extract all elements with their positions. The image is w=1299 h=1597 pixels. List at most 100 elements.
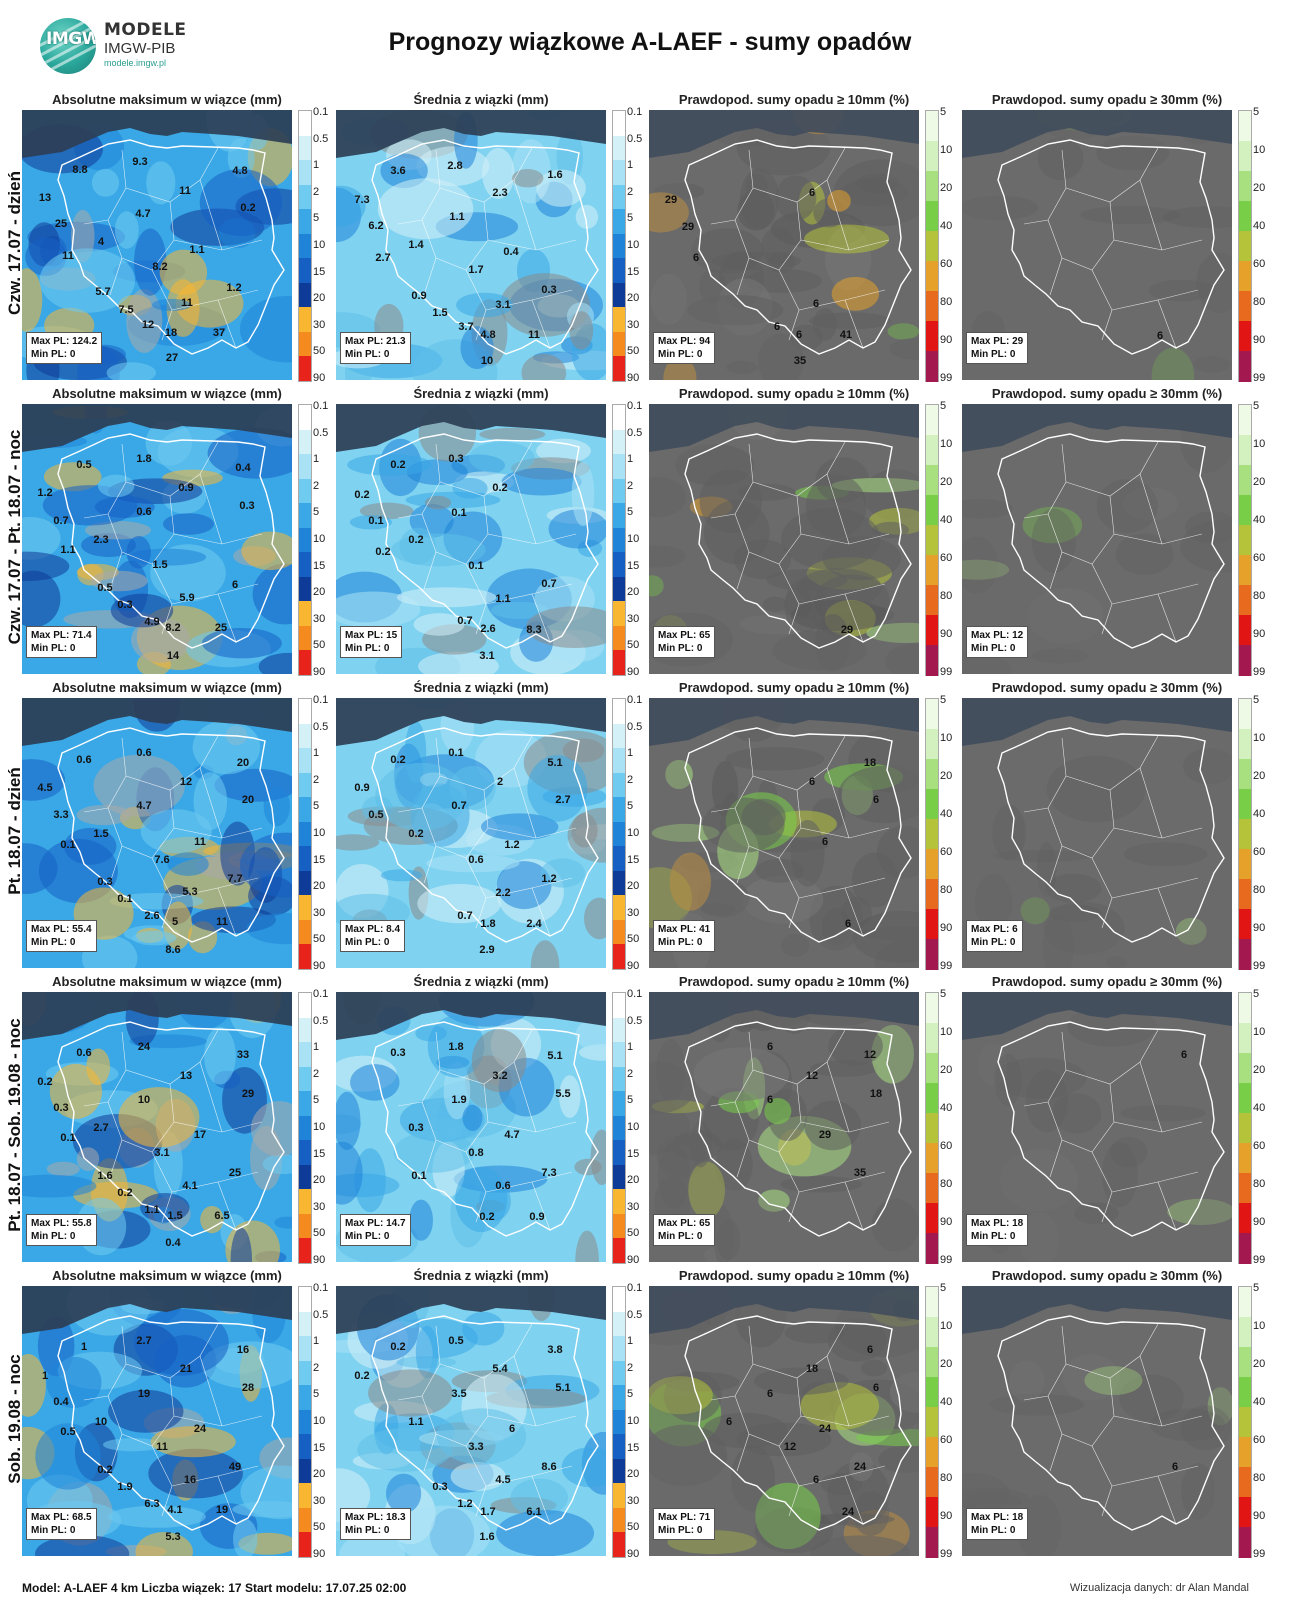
colorbar-tick-label: 90 bbox=[940, 334, 953, 346]
colorbar-tick-label: 5 bbox=[627, 506, 634, 519]
colorbar-ticks: 5 10 20 40 60 80 90 99 bbox=[940, 988, 970, 1266]
colorbar-tick-label: 60 bbox=[1253, 552, 1266, 564]
precipitation-map[interactable]: 29 Max PL: 65 Min PL: 0 bbox=[649, 404, 919, 674]
colorbar-segment bbox=[613, 429, 625, 455]
colorbar-segment bbox=[1239, 201, 1251, 232]
colorbar-tick-label: 15 bbox=[313, 853, 326, 866]
precipitation-map[interactable]: 24 0.6 33 13 0.2 29 10 0.3 2.7 17 0.1 3.1 25 1.6 4.1 0.… bbox=[22, 992, 292, 1262]
map-value-label: 2.6 bbox=[480, 623, 496, 635]
map-value-label: 1.8 bbox=[480, 918, 496, 930]
precipitation-map[interactable]: 3.6 2.8 1.6 7.3 2.3 1.1 6.2 1.4 0.4 2.7 1.7 0.3 0.9 3… bbox=[336, 110, 606, 380]
colorbar-segment bbox=[613, 601, 625, 627]
colorbar-mm bbox=[612, 110, 626, 382]
colorbar-tick-label: 5 bbox=[313, 800, 320, 813]
map-value-label: 12 bbox=[863, 1049, 877, 1061]
precipitation-map[interactable]: 0.1 0.2 5.1 2 0.9 2.7 0.7 0.5 0.2 1.2 0.6 1.2 2.2 0.7… bbox=[336, 698, 606, 968]
colorbar-segment bbox=[613, 1091, 625, 1117]
precipitation-map[interactable]: 0.3 0.2 0.2 0.2 0.1 0.1 0.2 0.2 0.1 0.7 1.1 0.7 2.6 8… bbox=[336, 404, 606, 674]
max-pl-value: Max PL: 71.4 bbox=[31, 630, 92, 641]
colorbar-tick-label: 2 bbox=[313, 479, 320, 492]
colorbar-tick-label: 50 bbox=[627, 933, 640, 946]
panel-title: Absolutne maksimum w wiązce (mm) bbox=[52, 680, 282, 695]
colorbar-ticks: 5 10 20 40 60 80 90 99 bbox=[1253, 988, 1283, 1266]
colorbar-segment bbox=[299, 748, 311, 774]
colorbar-segment bbox=[299, 478, 311, 504]
max-pl-value: Max PL: 41 bbox=[658, 924, 711, 935]
precipitation-map[interactable]: 1.8 0.3 5.1 3.2 5.5 1.9 0.3 4.7 0.8 7.3 0.1 0.6 0.2 0… bbox=[336, 992, 606, 1262]
map-value-label: 0.3 bbox=[390, 1047, 406, 1059]
panel-title: Absolutne maksimum w wiązce (mm) bbox=[52, 1268, 282, 1283]
colorbar-tick-label: 90 bbox=[313, 372, 326, 384]
colorbar-tick-label: 80 bbox=[1253, 1472, 1266, 1484]
map-value-label: 2.8 bbox=[447, 160, 463, 172]
precipitation-map[interactable]: 0.5 0.2 3.8 5.4 0.2 5.1 3.5 1.1 6 3.3 8.6 4.5 0.3 1.2… bbox=[336, 1286, 606, 1556]
map-value-label: 24 bbox=[818, 1423, 832, 1435]
colorbar-segment bbox=[926, 1143, 938, 1174]
max-pl-value: Max PL: 94 bbox=[658, 336, 711, 347]
colorbar-segment bbox=[1239, 111, 1251, 142]
precipitation-map[interactable]: 6 Max PL: 29 Min PL: 0 bbox=[962, 110, 1232, 380]
map-value-label: 2.4 bbox=[526, 918, 542, 930]
precipitation-map[interactable]: 1.8 0.5 0.4 0.9 1.2 0.3 0.6 0.7 2.3 1.1 1.5 6 0.5 5.9… bbox=[22, 404, 292, 674]
map-value-label: 0.3 bbox=[432, 1481, 448, 1493]
colorbar-segment bbox=[926, 1287, 938, 1318]
precipitation-map[interactable]: Max PL: 12 Min PL: 0 bbox=[962, 404, 1232, 674]
map-value-label: 11 bbox=[156, 1441, 168, 1453]
map-value-label: 1.1 bbox=[189, 244, 205, 256]
map-value-label: 6 bbox=[766, 1388, 774, 1400]
colorbar-segment bbox=[613, 552, 625, 578]
map-value-label: 0.4 bbox=[53, 1396, 69, 1408]
precipitation-map[interactable]: Max PL: 6 Min PL: 0 bbox=[962, 698, 1232, 968]
colorbar-tick-label: 90 bbox=[1253, 1510, 1266, 1522]
colorbar-segment bbox=[1239, 231, 1251, 262]
map-value-label: 2.7 bbox=[555, 794, 571, 806]
precipitation-map[interactable]: 0.6 0.6 20 12 4.5 20 4.7 3.3 1.5 0.1 11 7.6 7.7 0.3 5.… bbox=[22, 698, 292, 968]
map-value-label: 25 bbox=[228, 1167, 242, 1179]
colorbar-segment bbox=[1239, 1467, 1251, 1498]
precipitation-map[interactable]: 6 29 29 6 6 6 6 41 35 Max PL: 94 Min PL: 0 bbox=[649, 110, 919, 380]
precipitation-map[interactable]: 6 Max PL: 18 Min PL: 0 bbox=[962, 1286, 1232, 1556]
logo-url[interactable]: modele.imgw.pl bbox=[104, 58, 167, 68]
colorbar-ticks: 5 10 20 40 60 80 90 99 bbox=[1253, 106, 1283, 384]
map-value-label: 1.5 bbox=[152, 559, 168, 571]
colorbar-segment bbox=[1239, 141, 1251, 172]
colorbar-segment bbox=[1239, 879, 1251, 910]
colorbar-ticks: 0.1 0.5 1 2 5 10 15 20 30 50 90 bbox=[313, 988, 343, 1266]
map-value-label: 0.9 bbox=[529, 1211, 545, 1223]
colorbar-tick-label: 15 bbox=[313, 1147, 326, 1160]
colorbar-segment bbox=[926, 729, 938, 760]
precipitation-map[interactable]: 8.8 9.3 4.8 13 11 0.2 4.7 25 4 1.1 11 8.2 1.2 5.7 11 7.… bbox=[22, 110, 292, 380]
map-value-label: 2 bbox=[496, 776, 504, 788]
precipitation-map[interactable]: 18 6 6 6 6 Max PL: 41 Min PL: 0 bbox=[649, 698, 919, 968]
colorbar-tick-label: 10 bbox=[313, 533, 326, 545]
map-value-label: 27 bbox=[165, 352, 179, 364]
map-value-label: 1.2 bbox=[504, 839, 520, 851]
logo-sub: IMGW-PIB bbox=[104, 40, 176, 57]
colorbar-tick-label: 0.1 bbox=[313, 1282, 329, 1294]
colorbar-segment bbox=[1239, 1407, 1251, 1438]
colorbar-segment bbox=[1239, 699, 1251, 730]
precipitation-map[interactable]: 6 Max PL: 18 Min PL: 0 bbox=[962, 992, 1232, 1262]
colorbar-tick-label: 5 bbox=[313, 1388, 320, 1401]
colorbar-tick-label: 0.5 bbox=[627, 720, 643, 733]
colorbar-tick-label: 50 bbox=[313, 345, 326, 358]
colorbar-segment bbox=[1239, 525, 1251, 556]
colorbar-tick-label: 50 bbox=[627, 1227, 640, 1240]
precipitation-map[interactable]: 18 6 6 6 6 24 12 24 6 24 Max PL: 71 Min PL: 0 bbox=[649, 1286, 919, 1556]
colorbar-segment bbox=[613, 454, 625, 480]
map-value-label: 0.6 bbox=[136, 747, 152, 759]
precipitation-map[interactable]: 6 12 12 18 6 29 35 Max PL: 65 Min PL: 0 bbox=[649, 992, 919, 1262]
colorbar-tick-label: 50 bbox=[627, 345, 640, 358]
colorbar-segment bbox=[613, 1189, 625, 1215]
map-value-label: 0.1 bbox=[368, 515, 384, 527]
colorbar-tick-label: 0.5 bbox=[313, 1014, 329, 1027]
min-pl-value: Min PL: 0 bbox=[31, 1525, 76, 1536]
map-value-label: 1.1 bbox=[408, 1416, 424, 1428]
colorbar-segment bbox=[613, 576, 625, 602]
colorbar-tick-label: 5 bbox=[313, 506, 320, 519]
colorbar-segment bbox=[1239, 1317, 1251, 1348]
colorbar-tick-label: 30 bbox=[627, 1200, 640, 1213]
colorbar-tick-label: 30 bbox=[313, 1494, 326, 1507]
colorbar-tick-label: 50 bbox=[627, 1521, 640, 1534]
precipitation-map[interactable]: 2.7 1 16 21 1 28 19 0.4 10 0.5 24 11 49 0.2 16 1.9 6.3 4.… bbox=[22, 1286, 292, 1556]
